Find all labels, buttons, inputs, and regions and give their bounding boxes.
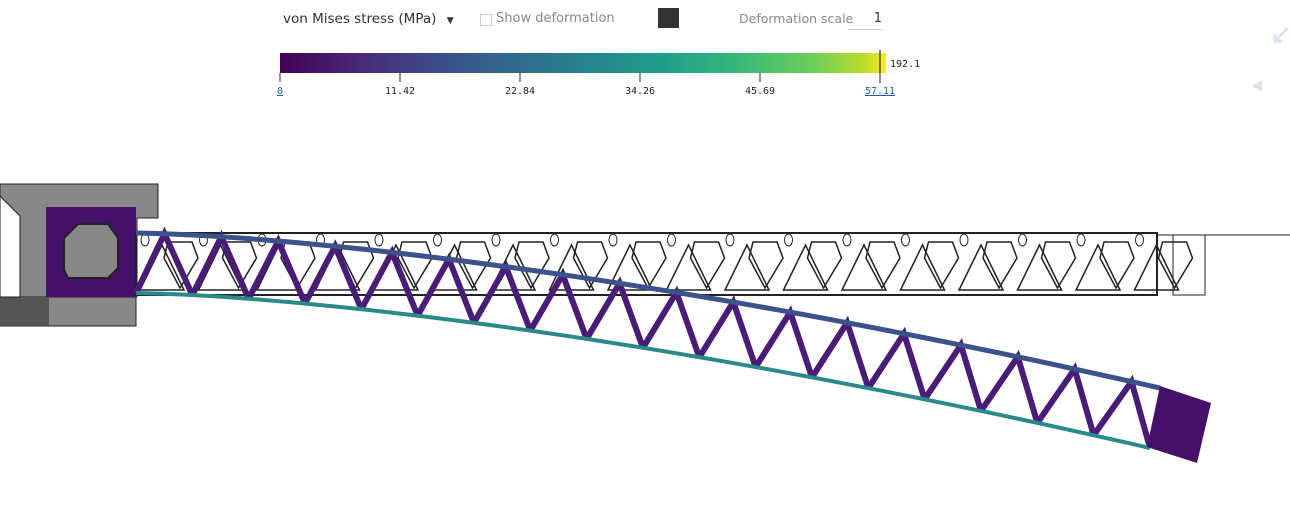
hole [140,233,150,247]
hole [784,233,793,247]
tick-label: 22.84 [504,86,536,97]
colorbar [280,53,886,73]
truss-diagonal [471,259,534,332]
truss-cell [689,241,726,290]
tick-label: 34.26 [624,86,656,97]
scale-input[interactable]: 1 [848,11,882,30]
truss-cell [197,243,244,291]
truss-cell [1074,243,1122,291]
truss-cell [572,241,609,290]
fixture-cut [0,195,21,298]
checkbox[interactable] [480,14,492,26]
truss-cell [923,241,960,290]
truss-cell [840,243,888,291]
truss-cell [665,243,712,291]
truss-cell [1040,241,1077,290]
truss-diagonal [584,276,646,349]
undeformed-beam [135,232,1158,296]
hole [959,233,969,247]
tick-label[interactable]: 57.11 [864,86,896,97]
truss-cell [631,241,667,290]
hole [667,233,676,247]
hole [491,233,501,247]
truss-cell [514,241,550,290]
colorbar-overflow [880,53,886,73]
color-swatch[interactable] [658,8,679,28]
clamp-hole [63,223,119,279]
tick-label[interactable]: 0 [277,86,284,97]
dropdown-label: von Mises stress (MPa) [283,11,437,27]
result-dropdown[interactable]: von Mises stress (MPa) ▼ [283,11,454,27]
hole [433,233,442,247]
truss-cell [1099,241,1135,290]
top-chord [135,230,1161,391]
truss-cell [163,241,199,290]
scale-label: Deformation scale [739,11,854,26]
truss-cell [606,243,654,291]
tick-label: 45.69 [744,86,776,97]
truss-cell [1133,243,1180,291]
truss-cell [748,241,784,290]
hole [842,233,852,247]
truss-cell [221,241,258,290]
checkbox-label[interactable]: Show deformation [496,11,615,26]
hole [1018,233,1027,247]
truss-cell [899,243,946,291]
truss-cell [865,241,901,290]
truss-cell [455,241,492,290]
hole [374,233,384,247]
tick-label: 11.42 [384,86,416,97]
truss-diagonal [358,245,421,317]
truss-diagonal [527,267,590,340]
legend-max: 192.1 [890,59,920,70]
hole [608,233,618,247]
icon[interactable] [1252,80,1262,92]
hole [725,233,735,247]
truss-cell [806,241,843,290]
truss-diagonal [133,226,196,297]
truss-cell [723,243,771,291]
beam-end [1172,234,1206,296]
truss-cell [982,241,1018,290]
icon[interactable] [1273,26,1290,43]
truss-cell [1016,243,1063,291]
fixture-dark [0,297,49,326]
hole [550,233,559,247]
truss-cell [957,243,1005,291]
colorbar-ticks [279,73,881,82]
hole [901,233,910,247]
truss-cell [782,243,829,291]
truss-cell [1157,241,1194,290]
hole [1076,233,1086,247]
bottom-chord [135,291,1151,450]
deformed-end [1147,386,1211,463]
hole [1135,233,1144,247]
deformed-beam [133,226,1161,450]
